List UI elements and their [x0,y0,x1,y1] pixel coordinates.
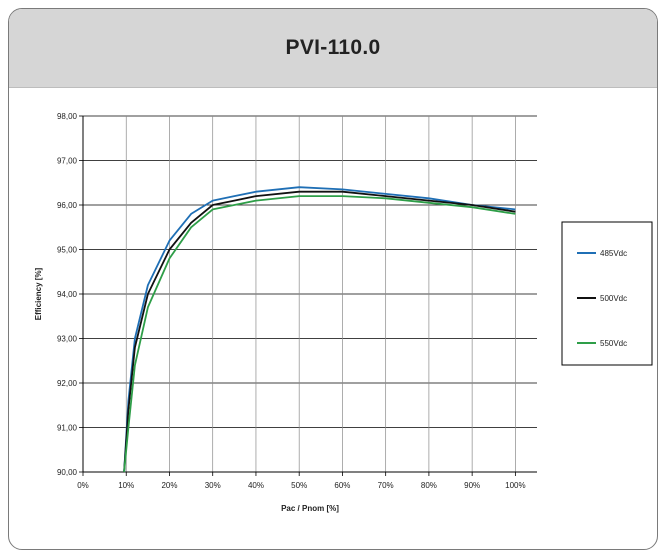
y-tick-label: 98,00 [57,112,78,121]
series-line-550Vdc [123,195,516,473]
legend-label: 485Vdc [600,249,627,258]
y-tick-label: 93,00 [57,335,78,344]
x-tick-label: 90% [464,481,480,490]
y-tick-label: 92,00 [57,379,78,388]
series-line-500Vdc [123,190,516,473]
y-tick-label: 97,00 [57,157,78,166]
x-tick-label: 70% [378,481,394,490]
series-lines [123,186,516,473]
x-tick-label: 100% [505,481,525,490]
legend-label: 550Vdc [600,339,627,348]
series-line-485Vdc [123,186,516,473]
y-axis-label: Efficiency [%] [34,267,43,320]
legend-box [561,221,653,366]
y-tick-label: 96,00 [57,201,78,210]
y-tick-label: 91,00 [57,424,78,433]
x-tick-label: 20% [161,481,177,490]
x-tick-label: 30% [205,481,221,490]
x-axis-label: Pac / Pnom [%] [281,504,339,513]
x-tick-label: 80% [421,481,437,490]
x-tick-label: 60% [334,481,350,490]
chart-card: PVI-110.0 [8,8,658,550]
efficiency-chart: 90,00 91,00 92,00 93,00 94,00 95,00 96,00 97,00… [34,112,653,513]
x-tick-label: 50% [291,481,307,490]
y-tick-label: 95,00 [57,246,78,255]
y-tick-label: 94,00 [57,290,78,299]
chart-header: PVI-110.0 [9,9,657,88]
tick-labels: 90,00 91,00 92,00 93,00 94,00 95,00 96,00 97,00… [57,112,526,490]
grid [79,115,537,476]
legend-label: 500Vdc [600,294,627,303]
x-tick-label: 40% [248,481,264,490]
x-tick-label: 0% [77,481,89,490]
chart-title: PVI-110.0 [285,36,381,59]
legend: 485Vdc 500Vdc 550Vdc [561,221,653,366]
y-tick-label: 90,00 [57,468,78,477]
x-tick-label: 10% [118,481,134,490]
